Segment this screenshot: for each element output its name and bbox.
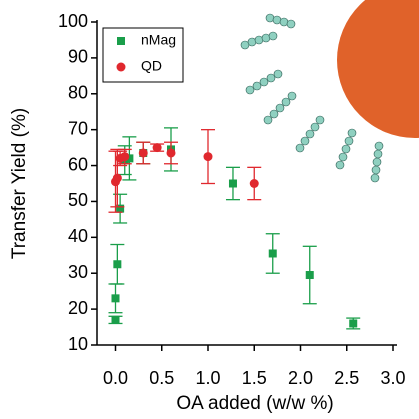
marker	[166, 148, 176, 158]
marker	[111, 294, 120, 303]
y-tick-label: 70	[68, 118, 88, 138]
y-tick-label: 30	[68, 262, 88, 282]
marker	[203, 152, 213, 162]
marker	[125, 154, 134, 163]
y-tick-label: 40	[68, 226, 88, 246]
marker	[113, 260, 122, 269]
y-tick-label: 50	[68, 190, 88, 210]
marker	[268, 249, 277, 258]
legend-marker	[116, 62, 126, 72]
marker	[152, 143, 162, 153]
y-axis-label: Transfer Yield (%)	[9, 108, 30, 259]
nanoparticle-illustration	[240, 0, 419, 183]
x-tick-label: 2.5	[334, 368, 359, 388]
marker	[305, 271, 314, 280]
legend-marker	[117, 37, 125, 45]
marker	[138, 148, 148, 158]
y-tick-label: 100	[58, 11, 88, 31]
x-tick-label: 3.0	[380, 368, 405, 388]
x-tick-label: 0.5	[149, 368, 174, 388]
marker	[116, 204, 125, 213]
marker	[112, 173, 122, 183]
marker	[228, 179, 237, 188]
legend-label: QD	[141, 58, 162, 74]
y-tick-label: 60	[68, 154, 88, 174]
marker	[349, 319, 358, 328]
marker	[120, 152, 130, 162]
legend	[102, 27, 184, 83]
x-axis-label: OA added (w/w %)	[176, 393, 333, 414]
x-tick-label: 1.5	[242, 368, 267, 388]
marker	[111, 315, 120, 324]
legend-label: nMag	[141, 32, 176, 48]
y-tick-label: 80	[68, 83, 88, 103]
y-tick-label: 90	[68, 47, 88, 67]
x-tick-label: 0.0	[103, 368, 128, 388]
y-tick-label: 20	[68, 298, 88, 318]
x-tick-label: 2.0	[288, 368, 313, 388]
y-tick-label: 10	[68, 334, 88, 354]
x-tick-label: 1.0	[195, 368, 220, 388]
marker	[249, 179, 259, 188]
